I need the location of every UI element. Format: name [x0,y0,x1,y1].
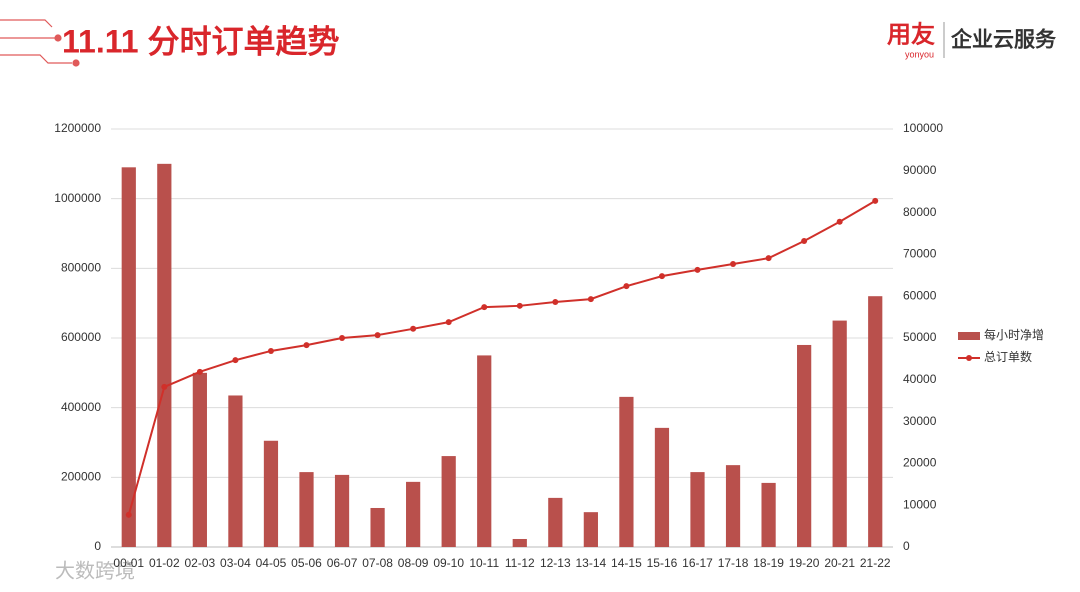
bar [441,456,456,547]
line-point [196,368,203,375]
bar [868,296,883,547]
x-tick-label: 18-19 [753,556,784,570]
y-tick-label: 200000 [61,470,101,484]
x-tick-label: 14-15 [611,556,642,570]
bar [512,538,527,547]
line-point [374,332,381,339]
bar [121,167,136,548]
bar [725,465,741,547]
line-point [516,302,523,309]
x-tick-label: 01-02 [149,556,180,570]
logo-sub: yonyou [905,49,934,59]
y2-tick-label: 50000 [903,330,937,344]
x-tick-label: 06-07 [327,556,358,570]
x-tick-label: 21-22 [860,556,891,570]
bar [690,472,705,547]
x-tick-label: 13-14 [576,556,607,570]
y2-tick-label: 80000 [903,205,937,219]
x-tick-label: 09-10 [433,556,464,570]
bar [228,395,243,547]
line-point [872,197,879,204]
x-tick-label: 00-01 [113,556,144,570]
bar [654,427,670,547]
bar [370,507,385,547]
x-tick-label: 04-05 [256,556,287,570]
bar [263,440,279,547]
y2-tick-label: 100000 [903,121,943,135]
line-point [303,342,310,349]
y2-tick-label: 70000 [903,247,937,261]
line-point [694,266,701,273]
bar [477,355,492,547]
y-tick-label: 400000 [61,400,101,414]
y2-tick-label: 10000 [903,497,937,511]
x-tick-label: 15-16 [647,556,678,570]
legend-swatch [958,332,980,340]
line-point [481,304,488,311]
y2-tick-label: 40000 [903,372,937,386]
legend-label: 每小时净增 [984,327,1044,342]
bar [192,372,207,547]
bar [157,163,172,548]
page-title: 11.11 分时订单趋势 [62,23,339,59]
bar [334,474,350,547]
x-tick-label: 12-13 [540,556,571,570]
line-point [125,511,132,518]
y-tick-label: 600000 [61,330,101,344]
y-tick-label: 0 [94,539,101,553]
x-tick-label: 08-09 [398,556,429,570]
line-point [267,347,274,354]
y2-tick-label: 90000 [903,163,937,177]
decor-lines [0,19,80,67]
x-tick-label: 07-08 [362,556,393,570]
bar [548,497,563,547]
bar [797,344,812,547]
x-tick-label: 19-20 [789,556,820,570]
bar [583,512,598,547]
watermark: 大数跨境 [55,559,135,582]
line-point [765,255,772,262]
y2-tick-label: 0 [903,539,910,553]
logo: 用友 [887,21,935,48]
y-tick-label: 1000000 [54,191,101,205]
bar [761,482,776,547]
bar [299,472,314,547]
x-tick-label: 10-11 [469,556,499,570]
line-point [587,296,594,303]
line-point [232,357,239,364]
bar [832,320,847,547]
line-point [410,325,417,332]
line-point [623,283,630,290]
line-point [161,383,168,390]
line-point [339,335,346,341]
bar [619,396,634,547]
y2-tick-label: 30000 [903,414,937,428]
y2-tick-label: 20000 [903,456,937,470]
line-point [730,261,737,268]
line-point [836,218,843,225]
line-point [445,319,452,326]
line [127,200,876,516]
x-tick-label: 02-03 [185,556,216,570]
legend-label: 总订单数 [984,349,1032,364]
legend-swatch [966,355,972,361]
line-point [801,238,808,245]
brand: 企业云服务 [950,28,1057,52]
x-tick-label: 20-21 [824,556,855,570]
x-tick-label: 17-18 [718,556,749,570]
y-tick-label: 800000 [61,261,101,275]
y2-tick-label: 60000 [903,288,937,302]
x-tick-label: 03-04 [220,556,251,570]
x-tick-label: 11-12 [505,556,535,570]
line-point [658,273,665,280]
x-tick-label: 16-17 [682,556,713,570]
line-point [552,299,559,306]
y-tick-label: 1200000 [54,121,101,135]
bar [406,481,421,547]
x-tick-label: 05-06 [291,556,322,570]
